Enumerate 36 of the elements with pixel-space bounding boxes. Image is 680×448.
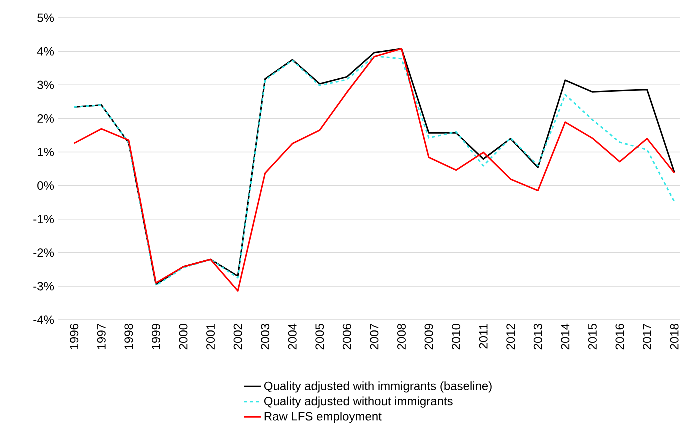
x-tick-label: 2001 [206, 324, 216, 350]
x-tick-label: 2003 [261, 324, 270, 350]
y-tick-label: 5% [38, 14, 54, 22]
y-tick-label: -3% [34, 282, 54, 291]
y-tick-label: 0% [38, 182, 54, 190]
legend-label: Raw LFS employment [264, 412, 382, 424]
x-tick-label: 2006 [342, 324, 352, 350]
x-tick-label: 2000 [179, 324, 188, 350]
legend-label: Quality adjusted without immigrants [264, 396, 453, 408]
x-tick-label: 2018 [670, 324, 679, 350]
x-tick-label: 2011 [479, 324, 488, 349]
x-tick-label: 2004 [288, 324, 297, 350]
y-tick-label: 3% [38, 80, 54, 90]
x-tick-label: 1999 [152, 324, 160, 350]
x-tick-label: 1997 [97, 324, 106, 350]
x-tick-label: 2016 [616, 324, 624, 350]
x-tick-label: 2002 [234, 324, 242, 350]
x-tick-label: 2015 [588, 324, 597, 350]
x-tick-label: 2009 [424, 324, 434, 350]
y-tick-label: 4% [37, 47, 54, 56]
x-tick-label: 2013 [534, 324, 542, 350]
x-tick-label: 2017 [643, 324, 652, 350]
y-tick-label: 1% [38, 148, 54, 156]
y-tick-label: -2% [34, 248, 54, 258]
x-tick-label: 2008 [397, 324, 406, 350]
legend-label: Quality adjusted with immigrants (baseline) [264, 382, 492, 393]
y-tick-label: -4% [34, 316, 54, 324]
x-tick-label: 1998 [124, 324, 134, 350]
x-tick-label: 1996 [70, 324, 79, 350]
y-tick-label: 2% [38, 114, 54, 123]
x-tick-label: 2005 [316, 324, 324, 350]
y-tick-label: -1% [34, 215, 54, 224]
x-tick-label: 2014 [561, 324, 570, 350]
x-tick-label: 2007 [370, 324, 379, 350]
x-tick-label: 2010 [452, 324, 461, 350]
x-tick-label: 2012 [506, 324, 516, 350]
